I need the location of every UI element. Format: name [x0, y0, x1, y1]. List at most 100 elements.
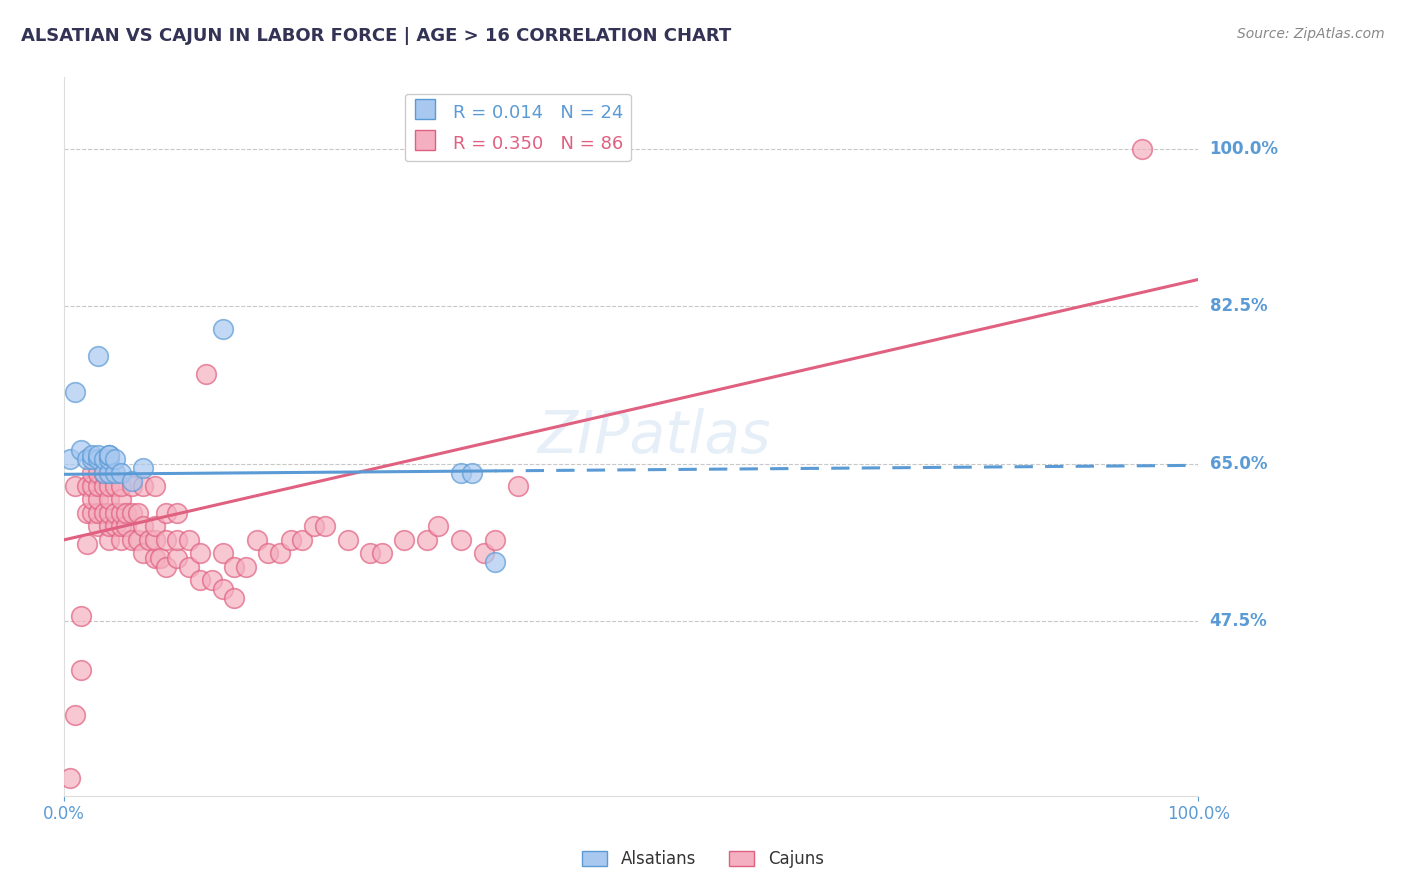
Point: [82, 452, 104, 467]
Point: [93, 466, 115, 480]
Point: [280, 533, 302, 547]
Point: [110, 492, 132, 507]
Point: [76, 537, 98, 551]
Point: [166, 550, 188, 565]
Point: [149, 550, 172, 565]
Point: [87, 492, 110, 507]
Point: [370, 546, 392, 560]
Point: [143, 479, 166, 493]
Point: [115, 506, 138, 520]
Point: [484, 533, 506, 547]
Point: [93, 452, 115, 467]
Point: [98, 479, 121, 493]
Point: [98, 466, 121, 480]
Point: [104, 506, 127, 520]
Point: [104, 479, 127, 493]
Point: [155, 506, 177, 520]
Point: [65, 479, 87, 493]
Point: [257, 546, 280, 560]
Point: [235, 559, 257, 574]
Point: [121, 506, 143, 520]
Point: [450, 533, 472, 547]
Point: [121, 475, 143, 489]
Point: [82, 448, 104, 462]
Point: [302, 519, 325, 533]
Point: [87, 479, 110, 493]
Point: [65, 708, 87, 723]
Point: [291, 533, 314, 547]
Point: [70, 609, 93, 624]
Point: [98, 448, 121, 462]
Point: [132, 479, 155, 493]
Point: [506, 479, 529, 493]
Point: [224, 591, 246, 606]
Point: [143, 519, 166, 533]
Point: [200, 574, 222, 588]
Point: [132, 546, 155, 560]
Point: [93, 479, 115, 493]
Point: [166, 533, 188, 547]
Point: [82, 466, 104, 480]
Point: [127, 506, 149, 520]
Point: [87, 452, 110, 467]
Point: [65, 384, 87, 399]
Point: [87, 466, 110, 480]
Point: [155, 559, 177, 574]
Point: [138, 533, 160, 547]
Point: [82, 506, 104, 520]
Point: [472, 546, 495, 560]
Point: [87, 448, 110, 462]
Point: [110, 479, 132, 493]
Point: [98, 506, 121, 520]
Point: [132, 519, 155, 533]
Point: [70, 443, 93, 458]
Point: [115, 519, 138, 533]
Point: [484, 555, 506, 569]
Point: [110, 506, 132, 520]
Point: [416, 533, 439, 547]
Point: [98, 519, 121, 533]
Point: [461, 466, 484, 480]
Point: [177, 533, 200, 547]
Point: [98, 452, 121, 467]
Point: [76, 506, 98, 520]
Point: [76, 452, 98, 467]
Point: [110, 466, 132, 480]
Point: [269, 546, 291, 560]
Point: [82, 492, 104, 507]
Point: [212, 546, 235, 560]
Point: [121, 533, 143, 547]
Point: [110, 519, 132, 533]
Text: Source: ZipAtlas.com: Source: ZipAtlas.com: [1237, 27, 1385, 41]
Point: [212, 322, 235, 336]
Point: [87, 506, 110, 520]
Point: [224, 559, 246, 574]
Point: [82, 479, 104, 493]
Point: [98, 492, 121, 507]
Point: [98, 533, 121, 547]
Point: [155, 533, 177, 547]
Point: [98, 448, 121, 462]
Legend: Alsatians, Cajuns: Alsatians, Cajuns: [575, 844, 831, 875]
Point: [132, 461, 155, 475]
Point: [104, 519, 127, 533]
Point: [93, 506, 115, 520]
Text: 100.0%: 100.0%: [1209, 140, 1278, 158]
Point: [143, 533, 166, 547]
Point: [194, 367, 217, 381]
Point: [121, 479, 143, 493]
Text: 82.5%: 82.5%: [1209, 297, 1267, 316]
Point: [394, 533, 416, 547]
Point: [188, 546, 211, 560]
Point: [70, 663, 93, 677]
Point: [177, 559, 200, 574]
Point: [188, 574, 211, 588]
Point: [104, 452, 127, 467]
Point: [87, 519, 110, 533]
Point: [143, 550, 166, 565]
Text: ZIPatlas: ZIPatlas: [537, 409, 770, 465]
Legend: R = 0.014   N = 24, R = 0.350   N = 86: R = 0.014 N = 24, R = 0.350 N = 86: [405, 94, 631, 161]
Point: [336, 533, 359, 547]
Text: 47.5%: 47.5%: [1209, 612, 1267, 630]
Point: [166, 506, 188, 520]
